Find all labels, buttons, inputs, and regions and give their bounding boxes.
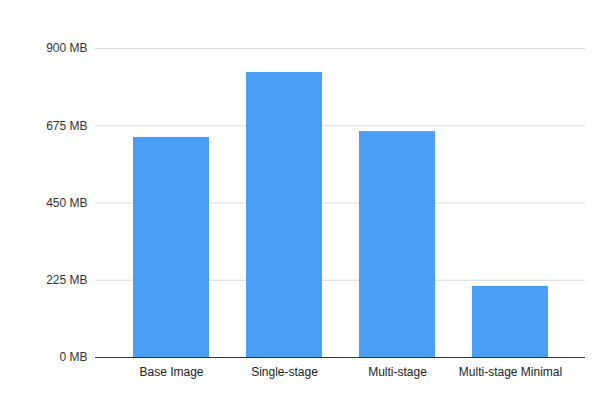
svg-text:Single-stage: Single-stage (251, 365, 318, 379)
svg-text:900 MB: 900 MB (46, 41, 87, 55)
svg-text:Multi-stage Minimal: Multi-stage Minimal (459, 365, 562, 379)
svg-text:0 MB: 0 MB (59, 350, 87, 364)
svg-text:225 MB: 225 MB (46, 273, 87, 287)
svg-text:Multi-stage: Multi-stage (368, 365, 427, 379)
svg-text:Base Image: Base Image (139, 365, 203, 379)
svg-text:675 MB: 675 MB (46, 119, 87, 133)
svg-text:450 MB: 450 MB (46, 196, 87, 210)
